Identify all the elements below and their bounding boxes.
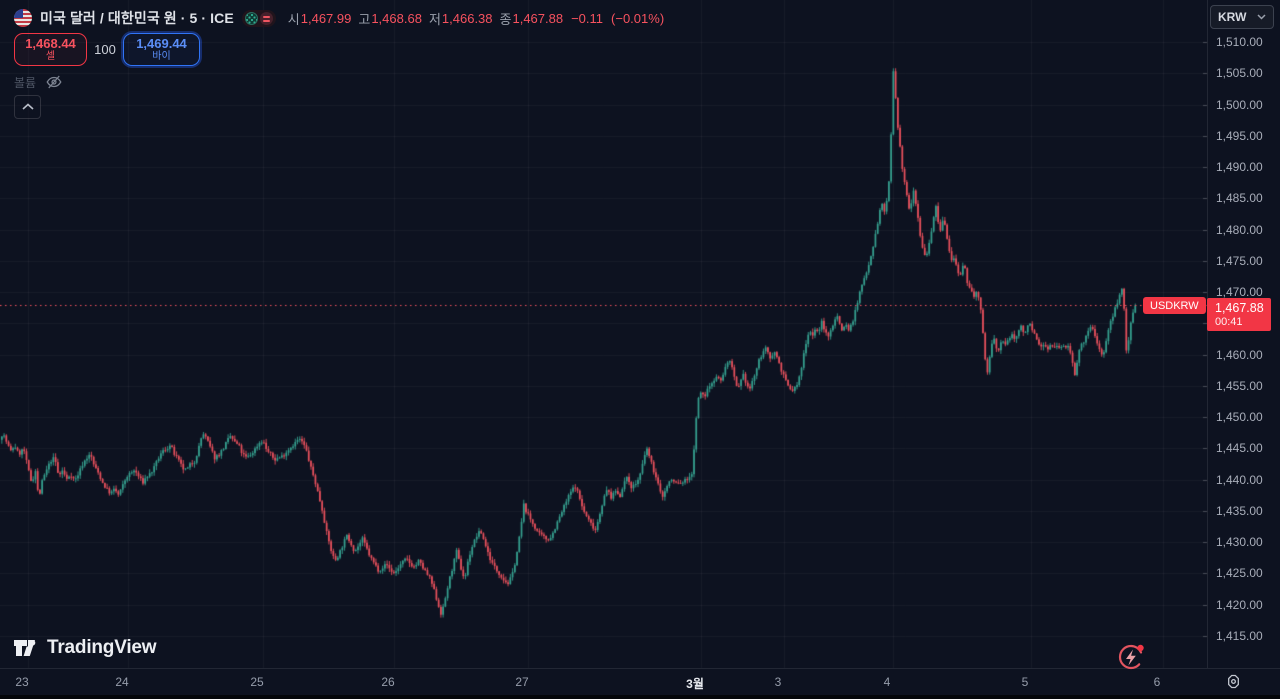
us-flag-icon [14, 9, 32, 27]
high-value: 1,468.68 [371, 10, 422, 26]
quantity-value: 100 [94, 42, 116, 57]
currency-unit-value: KRW [1218, 10, 1247, 24]
market-status-toggle[interactable] [241, 9, 276, 27]
current-price-symbol-tag: USDKRW [1143, 297, 1206, 315]
sell-label: 셀 [45, 51, 56, 62]
price-axis-label: 1,450.00 [1216, 410, 1263, 425]
price-axis-label: 1,420.00 [1216, 597, 1263, 612]
time-axis-label: 23 [15, 675, 29, 689]
symbol-tag-text: USDKRW [1150, 299, 1199, 312]
bottom-strip [0, 695, 1280, 699]
low-value: 1,466.38 [441, 10, 493, 26]
market-status-bars-icon [259, 11, 273, 25]
price-axis-label: 1,435.00 [1216, 503, 1263, 518]
time-axis-label: 24 [115, 675, 129, 689]
market-status-globe-icon [244, 11, 258, 25]
close-value: 1,467.88 [512, 10, 564, 26]
quantity-field[interactable]: 100 [87, 33, 123, 66]
current-price-value: 1,467.88 [1215, 300, 1264, 315]
lightning-icon[interactable] [1116, 641, 1147, 672]
change-percent: (−0.01%) [611, 10, 665, 26]
buy-button[interactable]: 1,469.44 바이 [123, 33, 200, 66]
tradingview-logo-text: TradingView [47, 637, 157, 658]
price-axis-label: 1,470.00 [1216, 285, 1263, 300]
price-axis-label: 1,460.00 [1216, 347, 1263, 362]
buy-price: 1,469.44 [136, 36, 187, 51]
price-axis-label: 1,495.00 [1216, 128, 1263, 143]
ohlc-values: 시 1,467.99 고 1,468.68 저 1,466.38 종 1,467.88 … [288, 9, 664, 28]
price-axis-label: 1,440.00 [1216, 472, 1263, 487]
time-axis-label: 6 [1153, 675, 1161, 689]
open-value: 1,467.99 [300, 10, 352, 26]
price-axis-label: 1,430.00 [1216, 535, 1263, 550]
chevron-up-icon [21, 103, 34, 110]
price-axis-label: 1,490.00 [1216, 160, 1263, 175]
sell-button[interactable]: 1,468.44 셀 [14, 33, 87, 66]
tradingview-logo[interactable]: TradingView [13, 636, 157, 660]
time-axis-label: 3월 [686, 677, 704, 691]
price-axis-separator [1207, 0, 1208, 668]
price-axis-label: 1,500.00 [1216, 97, 1263, 112]
price-axis-label: 1,475.00 [1216, 253, 1263, 268]
eye-off-icon[interactable] [45, 73, 63, 91]
time-axis-label: 3 [774, 675, 782, 689]
symbol-header: 미국 달러 / 대한민국 원 · 5 · ICE 시 1,467.99 고 1,46… [14, 8, 664, 28]
price-axis-label: 1,415.00 [1216, 629, 1263, 643]
bar-countdown: 00:41 [1215, 315, 1243, 328]
time-axis-label: 5 [1021, 675, 1029, 689]
currency-unit-dropdown[interactable]: KRW [1210, 5, 1274, 29]
caret-down-icon [1257, 14, 1266, 20]
time-axis-label: 27 [515, 675, 529, 689]
time-axis-label: 25 [250, 675, 264, 689]
price-axis-label: 1,445.00 [1216, 441, 1263, 456]
price-axis-label: 1,485.00 [1216, 191, 1263, 206]
time-axis-label: 4 [883, 675, 891, 689]
buy-label: 바이 [152, 51, 171, 62]
price-axis-label: 1,425.00 [1216, 566, 1263, 581]
price-axis-label: 1,455.00 [1216, 378, 1263, 393]
volume-legend: 볼륨 [14, 73, 63, 91]
collapse-pane-button[interactable] [14, 95, 41, 119]
tradingview-logo-icon [14, 640, 36, 656]
high-label: 고 [358, 11, 371, 27]
time-axis-label: 26 [381, 675, 395, 689]
current-price-badge: 1,467.88 00:41 [1207, 298, 1271, 331]
low-label: 저 [428, 11, 441, 27]
symbol-title[interactable]: 미국 달러 / 대한민국 원 · 5 · ICE [40, 10, 234, 26]
price-axis-label: 1,480.00 [1216, 222, 1263, 237]
price-axis-label: 1,505.00 [1216, 66, 1263, 81]
time-axis-settings-icon[interactable] [1225, 673, 1242, 690]
volume-label: 볼륨 [14, 75, 37, 90]
change-value: −0.11 [571, 10, 604, 26]
sell-price: 1,468.44 [25, 36, 76, 51]
close-label: 종 [499, 11, 512, 27]
open-label: 시 [287, 11, 300, 27]
price-axis-label: 1,510.00 [1216, 35, 1263, 49]
time-axis[interactable] [0, 668, 1280, 695]
